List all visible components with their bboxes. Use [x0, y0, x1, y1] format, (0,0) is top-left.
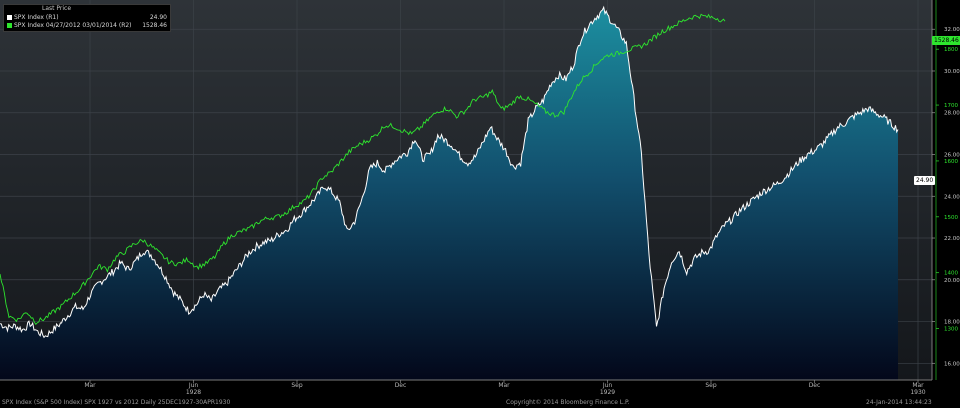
footer-description: SPX Index (S&P 500 Index) SPX 1927 vs 20… — [2, 399, 231, 406]
r1-tick-label: 26.00 — [944, 153, 960, 159]
r1-tick-label: 28.00 — [944, 111, 960, 117]
legend-entry-series2: SPX Index 04/27/2012 03/01/2014 (R2) — [7, 22, 132, 30]
legend-series2-value: 1528.46 — [142, 22, 167, 29]
r1-tick-label: 16.00 — [944, 361, 960, 367]
legend-swatch-green — [7, 23, 12, 28]
r2-tick-label: 1500 — [944, 215, 958, 221]
last-price-badge-r2: 1528.46 — [932, 36, 960, 45]
r2-tick-label: 1400 — [944, 271, 958, 277]
x-tick-label: Dec — [395, 382, 407, 389]
legend-series2-label: SPX Index 04/27/2012 03/01/2014 (R2) — [14, 22, 132, 29]
x-tick-label: Dec — [809, 382, 821, 389]
x-tick-label: Mar — [498, 382, 510, 389]
x-tick-label: Sep — [705, 382, 717, 389]
spx-1927-line — [0, 5, 899, 339]
r2-tick-label: 1800 — [944, 47, 958, 53]
legend-header: Last Price — [42, 5, 72, 12]
r1-tick-label: 18.00 — [944, 320, 960, 326]
r2-tick-label: 1300 — [944, 327, 958, 333]
legend-swatch-white — [7, 15, 12, 20]
footer-copyright: Copyright© 2014 Bloomberg Finance L.P. — [506, 399, 630, 406]
spx-1927-area — [0, 7, 898, 380]
r1-tick-label: 22.00 — [944, 236, 960, 242]
r1-tick-label: 30.00 — [944, 69, 960, 75]
x-year-label: 1929 — [600, 389, 615, 396]
spx-2012-line — [0, 13, 726, 326]
legend-series1-value: 24.90 — [149, 14, 167, 21]
r2-tick-label: 1600 — [944, 159, 958, 165]
x-tick-label: Mar — [84, 382, 96, 389]
r1-tick-label: 24.00 — [944, 194, 960, 200]
footer-timestamp: 24-Jan-2014 13:44:23 — [866, 399, 932, 406]
legend: Last Price SPX Index (R1) 24.90 SPX Inde… — [3, 4, 171, 32]
x-year-label: 1930 — [910, 389, 925, 396]
r1-tick-label: 32.00 — [944, 27, 960, 33]
x-tick-label: Mar — [912, 382, 924, 389]
x-year-label: 1928 — [186, 389, 201, 396]
r2-tick-label: 1700 — [944, 103, 958, 109]
x-tick-label: Jun — [188, 382, 199, 389]
legend-entry-series1: SPX Index (R1) — [7, 14, 59, 22]
x-tick-label: Jun — [602, 382, 613, 389]
x-axis-panel — [0, 380, 932, 398]
last-price-badge-r1: 24.90 — [914, 176, 936, 185]
legend-series1-label: SPX Index (R1) — [14, 14, 59, 21]
right-axis-panel — [932, 0, 960, 398]
footer: SPX Index (S&P 500 Index) SPX 1927 vs 20… — [0, 398, 960, 408]
r1-tick-label: 20.00 — [944, 278, 960, 284]
x-tick-label: Sep — [291, 382, 303, 389]
